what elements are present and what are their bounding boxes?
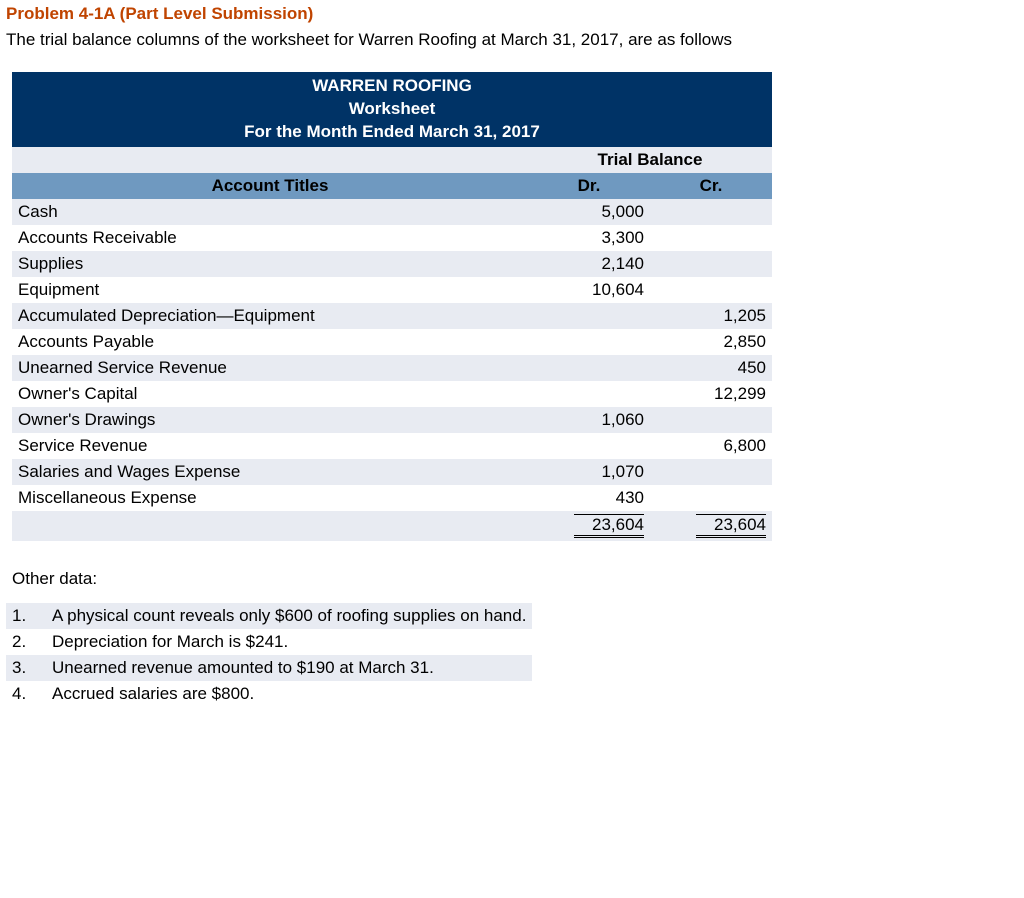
dr-cell: 2,140 bbox=[528, 251, 650, 277]
cr-cell: 450 bbox=[650, 355, 772, 381]
account-title-cell: Supplies bbox=[12, 251, 528, 277]
problem-title: Problem 4-1A (Part Level Submission) bbox=[6, 4, 1024, 24]
table-body: Cash5,000Accounts Receivable3,300Supplie… bbox=[12, 199, 772, 511]
cr-cell: 2,850 bbox=[650, 329, 772, 355]
totals-label bbox=[12, 511, 528, 541]
cr-cell: 1,205 bbox=[650, 303, 772, 329]
totals-row: 23,604 23,604 bbox=[12, 511, 772, 541]
dr-cell: 3,300 bbox=[528, 225, 650, 251]
table-row: Unearned Service Revenue 450 bbox=[12, 355, 772, 381]
account-title-cell: Accounts Receivable bbox=[12, 225, 528, 251]
worksheet-header: WARREN ROOFING Worksheet For the Month E… bbox=[12, 72, 772, 147]
list-item-text: A physical count reveals only $600 of ro… bbox=[46, 603, 532, 629]
dr-cell bbox=[528, 303, 650, 329]
list-item-number: 4. bbox=[6, 681, 46, 707]
cr-cell bbox=[650, 485, 772, 511]
dr-header: Dr. bbox=[528, 173, 650, 199]
table-row: Miscellaneous Expense430 bbox=[12, 485, 772, 511]
list-item: 3.Unearned revenue amounted to $190 at M… bbox=[6, 655, 532, 681]
table-row: Supplies2,140 bbox=[12, 251, 772, 277]
spacer-cell bbox=[12, 147, 528, 173]
account-title-cell: Unearned Service Revenue bbox=[12, 355, 528, 381]
table-row: Salaries and Wages Expense1,070 bbox=[12, 459, 772, 485]
dr-cell: 1,070 bbox=[528, 459, 650, 485]
cr-header: Cr. bbox=[650, 173, 772, 199]
cr-cell bbox=[650, 225, 772, 251]
dr-cell: 1,060 bbox=[528, 407, 650, 433]
other-data-list: 1.A physical count reveals only $600 of … bbox=[6, 603, 532, 707]
account-title-cell: Accounts Payable bbox=[12, 329, 528, 355]
account-titles-header: Account Titles bbox=[12, 173, 528, 199]
worksheet-header-line: For the Month Ended March 31, 2017 bbox=[18, 121, 766, 144]
totals-dr: 23,604 bbox=[528, 511, 650, 541]
list-item-number: 3. bbox=[6, 655, 46, 681]
table-row: Accounts Payable 2,850 bbox=[12, 329, 772, 355]
dr-cell: 430 bbox=[528, 485, 650, 511]
cr-cell: 12,299 bbox=[650, 381, 772, 407]
worksheet-header-line: Worksheet bbox=[18, 98, 766, 121]
cr-cell bbox=[650, 251, 772, 277]
table-row: Equipment10,604 bbox=[12, 277, 772, 303]
list-item-number: 1. bbox=[6, 603, 46, 629]
account-title-cell: Salaries and Wages Expense bbox=[12, 459, 528, 485]
list-item: 1.A physical count reveals only $600 of … bbox=[6, 603, 532, 629]
account-title-cell: Equipment bbox=[12, 277, 528, 303]
account-title-cell: Owner's Capital bbox=[12, 381, 528, 407]
table-row: Owner's Drawings1,060 bbox=[12, 407, 772, 433]
dr-cell bbox=[528, 329, 650, 355]
list-item: 2.Depreciation for March is $241. bbox=[6, 629, 532, 655]
trial-balance-label: Trial Balance bbox=[528, 147, 772, 173]
list-item-number: 2. bbox=[6, 629, 46, 655]
table-row: Accumulated Depreciation—Equipment 1,205 bbox=[12, 303, 772, 329]
account-title-cell: Service Revenue bbox=[12, 433, 528, 459]
dr-cell: 10,604 bbox=[528, 277, 650, 303]
dr-cell bbox=[528, 433, 650, 459]
table-row: Service Revenue 6,800 bbox=[12, 433, 772, 459]
account-title-cell: Miscellaneous Expense bbox=[12, 485, 528, 511]
list-item: 4.Accrued salaries are $800. bbox=[6, 681, 532, 707]
account-title-cell: Owner's Drawings bbox=[12, 407, 528, 433]
cr-cell bbox=[650, 459, 772, 485]
list-item-text: Depreciation for March is $241. bbox=[46, 629, 532, 655]
trial-balance-worksheet: WARREN ROOFING Worksheet For the Month E… bbox=[12, 72, 772, 541]
list-item-text: Accrued salaries are $800. bbox=[46, 681, 532, 707]
account-title-cell: Accumulated Depreciation—Equipment bbox=[12, 303, 528, 329]
cr-cell: 6,800 bbox=[650, 433, 772, 459]
list-item-text: Unearned revenue amounted to $190 at Mar… bbox=[46, 655, 532, 681]
cr-cell bbox=[650, 277, 772, 303]
table-row: Cash5,000 bbox=[12, 199, 772, 225]
dr-cell bbox=[528, 355, 650, 381]
table-row: Owner's Capital 12,299 bbox=[12, 381, 772, 407]
other-data-label: Other data: bbox=[12, 569, 1024, 589]
intro-text: The trial balance columns of the workshe… bbox=[6, 30, 1024, 50]
column-headers-row: Account Titles Dr. Cr. bbox=[12, 173, 772, 199]
totals-cr: 23,604 bbox=[650, 511, 772, 541]
table-row: Accounts Receivable3,300 bbox=[12, 225, 772, 251]
cr-cell bbox=[650, 199, 772, 225]
dr-cell: 5,000 bbox=[528, 199, 650, 225]
cr-cell bbox=[650, 407, 772, 433]
account-title-cell: Cash bbox=[12, 199, 528, 225]
dr-cell bbox=[528, 381, 650, 407]
worksheet-header-line: WARREN ROOFING bbox=[18, 75, 766, 98]
